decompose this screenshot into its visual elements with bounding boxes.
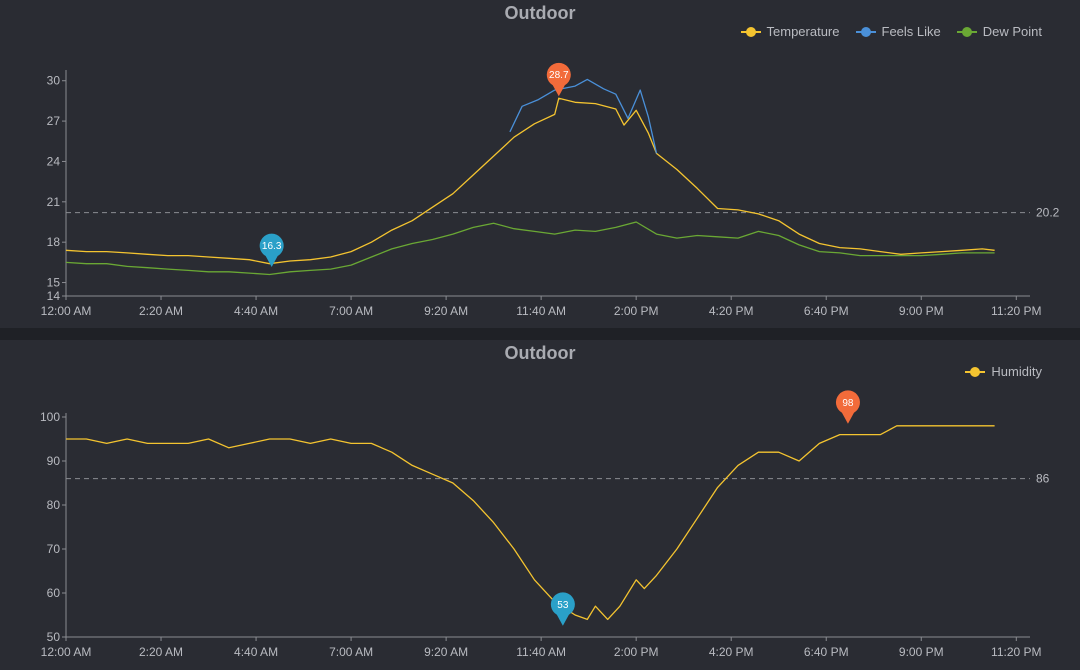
x-tick-label: 11:40 AM	[516, 645, 566, 659]
x-tick-label: 6:40 PM	[804, 304, 849, 318]
series-line-humidity	[66, 425, 995, 621]
x-tick-label: 7:00 AM	[329, 645, 373, 659]
x-tick-label: 11:20 PM	[991, 304, 1041, 318]
min-marker: 53	[550, 592, 575, 626]
x-tick-label: 2:20 AM	[139, 645, 183, 659]
min-marker-pin	[259, 233, 284, 268]
x-tick-label: 4:40 AM	[234, 304, 278, 318]
chart-legend: Temperature Feels Like Dew Point	[740, 24, 1042, 39]
legend-item-humidity[interactable]: Humidity	[965, 364, 1042, 379]
y-tick-label: 80	[47, 498, 61, 512]
legend-swatch-icon	[855, 26, 876, 37]
y-tick-label: 15	[47, 276, 61, 290]
x-tick-label: 6:40 PM	[804, 645, 849, 659]
y-tick-label: 30	[47, 74, 61, 88]
y-tick-label: 18	[47, 235, 61, 249]
x-tick-label: 9:20 AM	[424, 645, 468, 659]
y-tick-label: 60	[47, 586, 61, 600]
series-line-temperature	[65, 97, 995, 265]
x-tick-label: 11:40 AM	[516, 304, 566, 318]
legend-item-feels-like[interactable]: Feels Like	[855, 24, 941, 39]
y-tick-label: 100	[40, 410, 60, 424]
min-marker-label: 53	[557, 600, 569, 611]
legend-label: Feels Like	[881, 24, 941, 39]
y-tick-label: 90	[47, 454, 61, 468]
y-tick-label: 70	[47, 542, 61, 556]
y-tick-label: 14	[47, 289, 61, 303]
y-tick-label: 24	[47, 154, 61, 168]
reference-line-label: 86	[1036, 472, 1050, 486]
max-marker-pin	[546, 62, 571, 97]
y-tick-label: 27	[47, 114, 61, 128]
min-marker: 16.3	[259, 233, 284, 268]
x-tick-label: 2:00 PM	[614, 645, 659, 659]
x-tick-label: 11:20 PM	[991, 645, 1041, 659]
legend-label: Temperature	[766, 24, 840, 39]
x-tick-label: 12:00 AM	[41, 304, 92, 318]
y-tick-label: 50	[47, 630, 61, 644]
max-marker: 98	[835, 390, 860, 424]
legend-label: Humidity	[991, 364, 1042, 379]
x-tick-label: 4:20 PM	[709, 304, 754, 318]
max-marker-pin	[835, 390, 860, 424]
max-marker-label: 98	[842, 398, 854, 409]
reference-line-label: 20.2	[1036, 206, 1060, 220]
temperature-chart-panel: Outdoor Temperature Feels Like Dew Point…	[0, 0, 1080, 328]
x-tick-label: 9:00 PM	[899, 304, 944, 318]
max-marker: 28.7	[546, 62, 571, 97]
humidity-chart-panel: Outdoor Humidity 100 90 80 70 60 50 12:00 AM 2:…	[0, 340, 1080, 670]
x-tick-label: 7:00 AM	[329, 304, 373, 318]
x-tick-label: 4:20 PM	[709, 645, 754, 659]
legend-swatch-icon	[740, 26, 761, 37]
x-tick-label: 2:20 AM	[139, 304, 183, 318]
legend-item-dew-point[interactable]: Dew Point	[956, 24, 1042, 39]
y-tick-label: 21	[47, 195, 61, 209]
x-tick-label: 12:00 AM	[41, 645, 92, 659]
x-tick-label: 4:40 AM	[234, 645, 278, 659]
series-line-feels-like	[509, 78, 658, 154]
x-tick-label: 9:20 AM	[424, 304, 468, 318]
legend-swatch-icon	[956, 26, 977, 37]
legend-label: Dew Point	[982, 24, 1042, 39]
series-line-dew-point	[65, 221, 995, 276]
legend-swatch-icon	[965, 366, 986, 377]
min-marker-pin	[550, 592, 575, 626]
x-tick-label: 9:00 PM	[899, 645, 944, 659]
x-tick-label: 2:00 PM	[614, 304, 659, 318]
min-marker-label: 16.3	[262, 241, 282, 252]
chart-title: Outdoor	[504, 3, 576, 23]
chart-title: Outdoor	[504, 343, 576, 363]
max-marker-label: 28.7	[549, 70, 569, 81]
chart-legend: Humidity	[965, 364, 1042, 379]
legend-item-temperature[interactable]: Temperature	[740, 24, 840, 39]
